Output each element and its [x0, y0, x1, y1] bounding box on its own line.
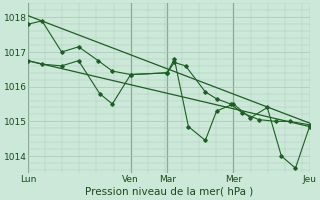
- X-axis label: Pression niveau de la mer( hPa ): Pression niveau de la mer( hPa ): [84, 187, 253, 197]
